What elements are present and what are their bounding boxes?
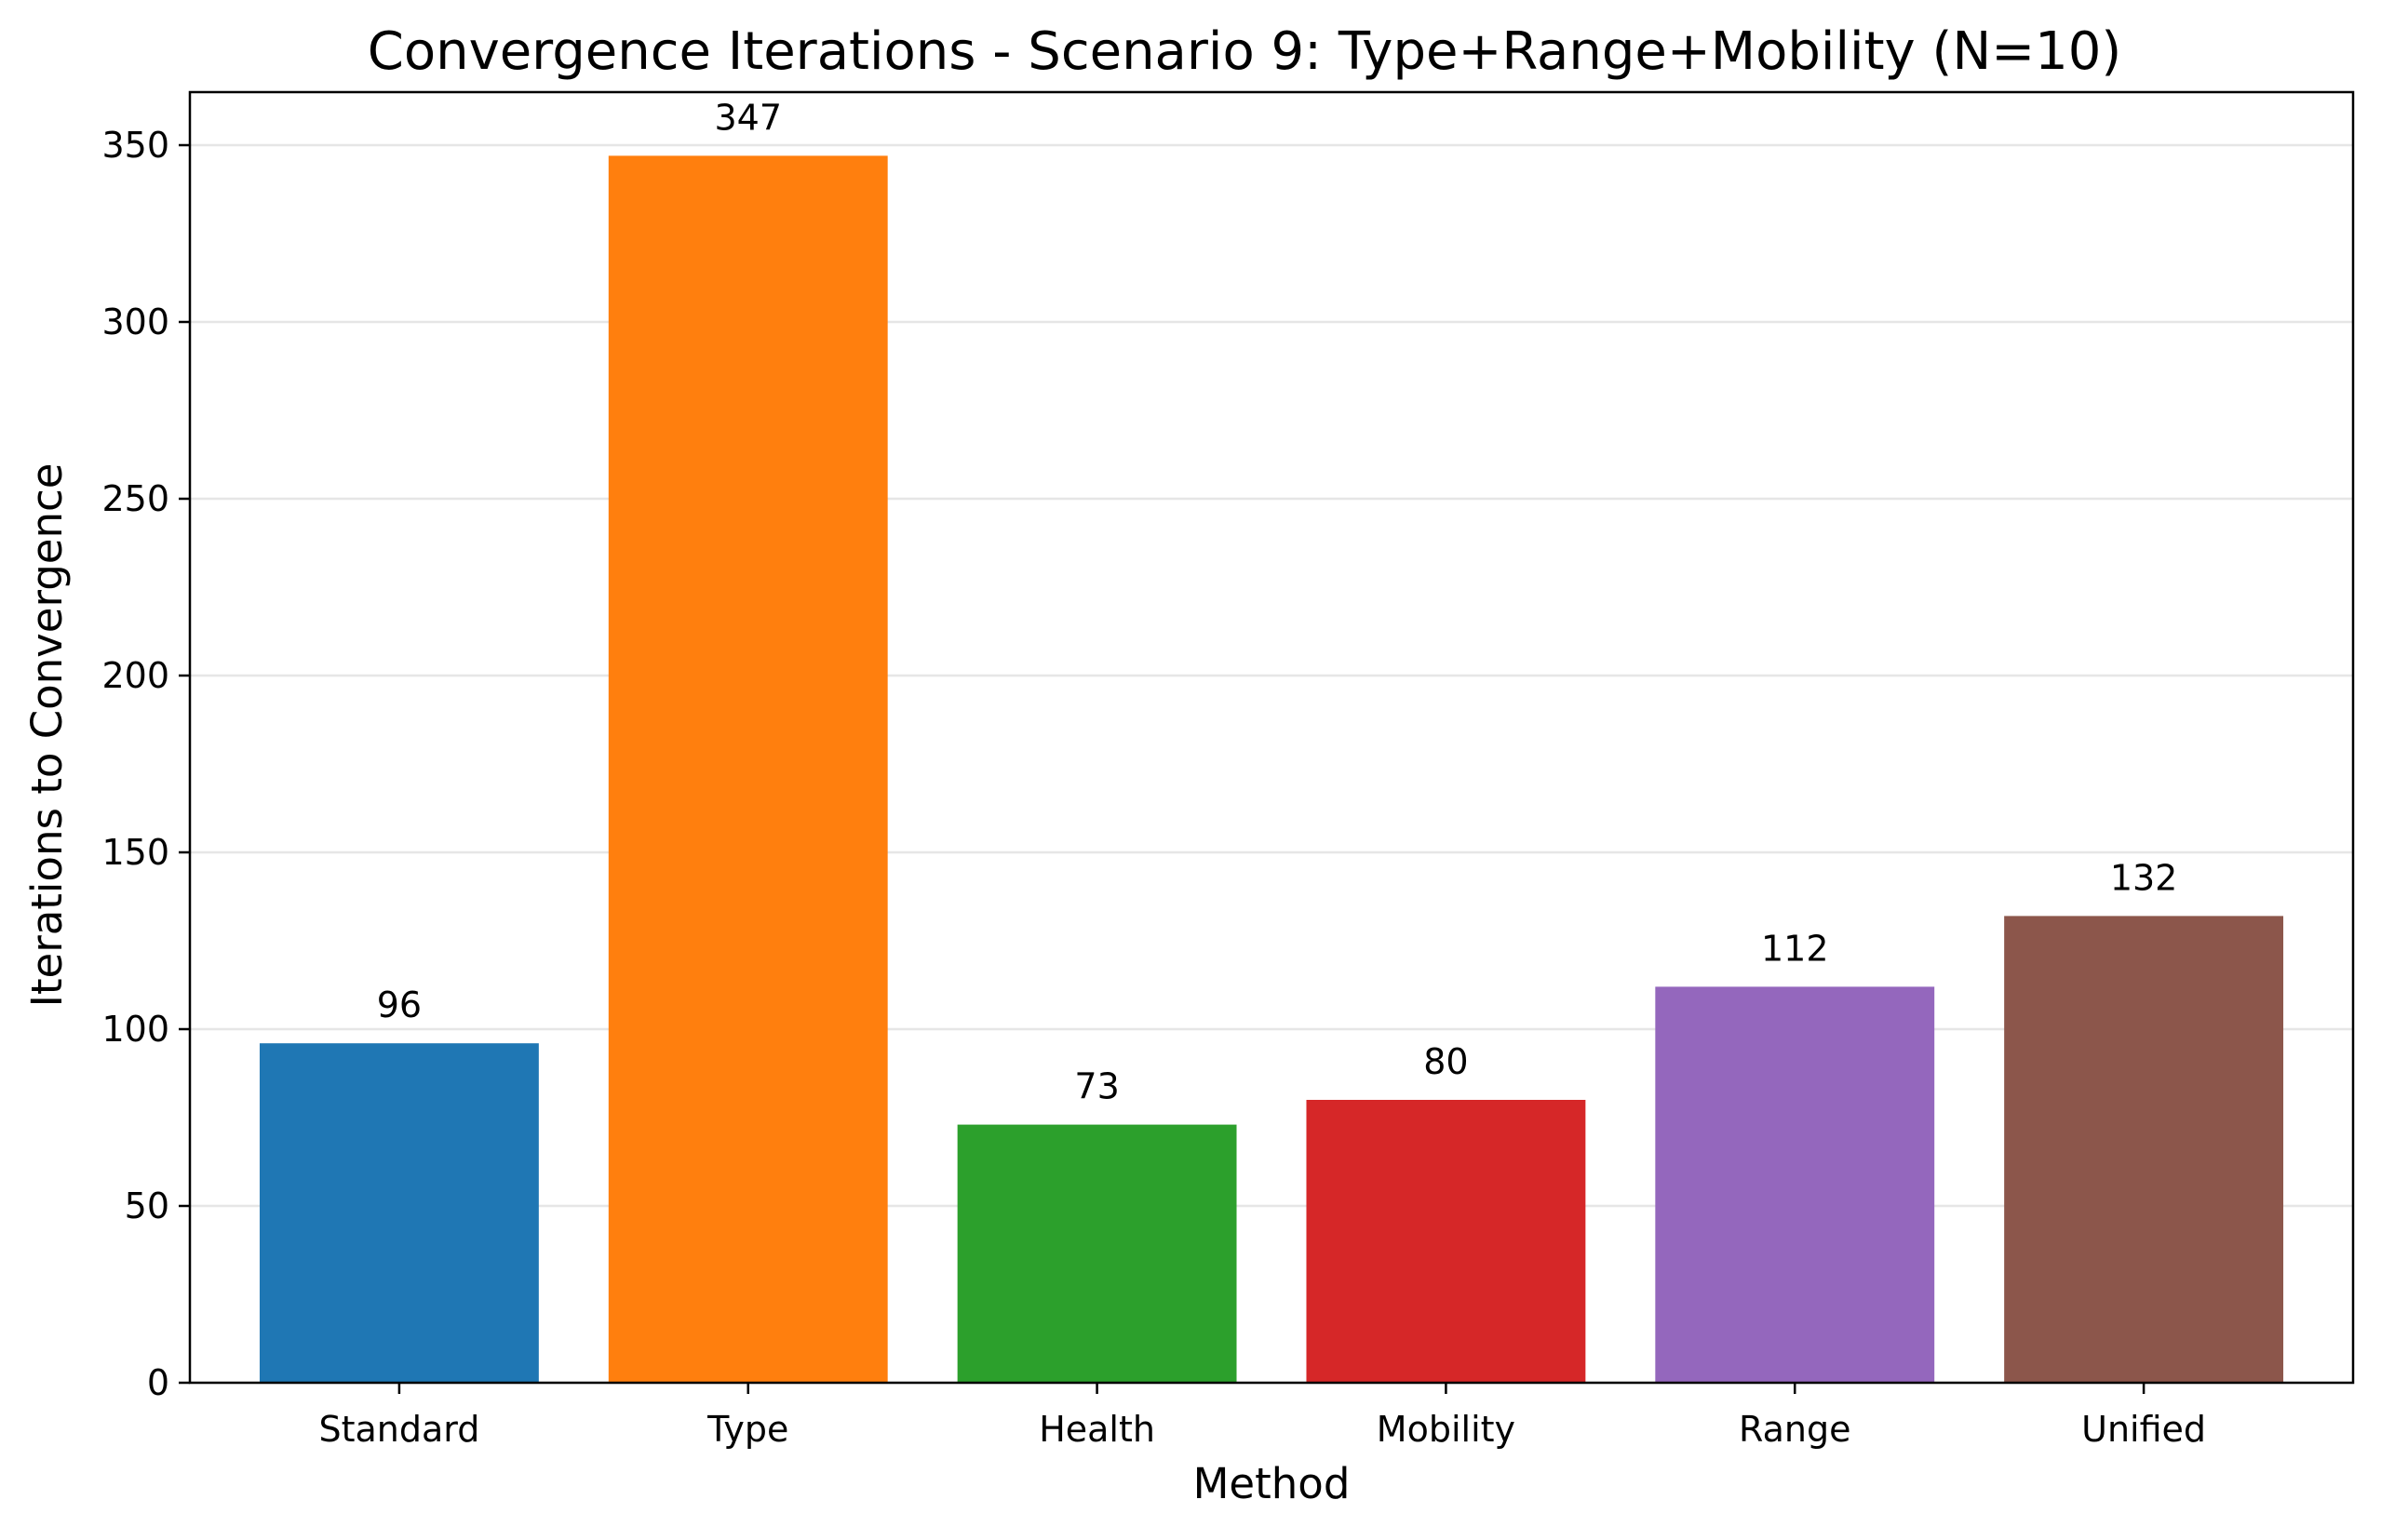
data-label-range: 112 xyxy=(1761,928,1829,969)
bar-standard xyxy=(259,1043,539,1383)
data-labels: 96 347 73 80 112 132 xyxy=(377,97,2178,1106)
y-tick-label-50: 50 xyxy=(125,1185,169,1226)
x-tick-label-type: Type xyxy=(706,1409,788,1450)
data-label-mobility: 80 xyxy=(1423,1041,1468,1082)
bars xyxy=(259,155,2284,1383)
data-label-health: 73 xyxy=(1074,1066,1119,1107)
y-axis-label: Iterations to Convergence xyxy=(22,463,72,1008)
data-label-type: 347 xyxy=(714,97,782,138)
y-tick-label-100: 100 xyxy=(101,1009,169,1050)
y-tick-label-200: 200 xyxy=(101,655,169,696)
x-tick-label-health: Health xyxy=(1039,1409,1155,1450)
y-tick-label-250: 250 xyxy=(101,478,169,519)
y-tick-label-300: 300 xyxy=(101,301,169,342)
y-tick-label-0: 0 xyxy=(147,1362,169,1403)
chart-title: Convergence Iterations - Scenario 9: Typ… xyxy=(368,21,2122,82)
x-tick-label-standard: Standard xyxy=(318,1409,479,1450)
y-tick-label-150: 150 xyxy=(101,832,169,873)
x-tick-label-range: Range xyxy=(1739,1409,1850,1450)
axes: 0 50 100 150 200 250 300 350 Standard Type Health M… xyxy=(101,90,2355,1450)
bar-unified xyxy=(2004,916,2284,1383)
y-tick-label-350: 350 xyxy=(101,125,169,166)
bar-health xyxy=(957,1124,1237,1383)
x-tick-label-unified: Unified xyxy=(2081,1409,2206,1450)
bar-range xyxy=(1655,986,1935,1383)
bar-type xyxy=(608,155,888,1383)
x-axis-label: Method xyxy=(1193,1459,1351,1508)
bar-mobility xyxy=(1306,1100,1586,1383)
data-label-unified: 132 xyxy=(2110,857,2178,898)
data-label-standard: 96 xyxy=(377,984,422,1025)
x-tick-label-mobility: Mobility xyxy=(1377,1409,1515,1450)
plot-frame xyxy=(188,90,2355,1385)
